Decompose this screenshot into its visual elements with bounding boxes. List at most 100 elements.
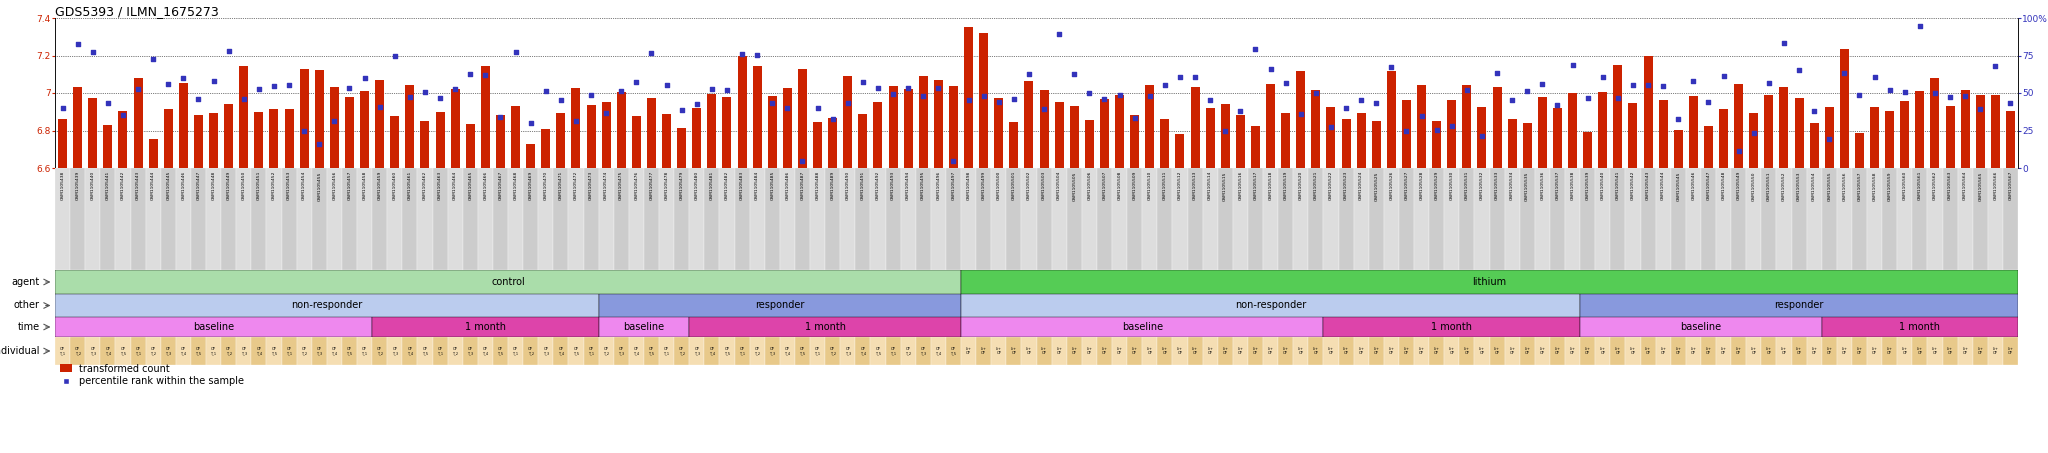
Point: [545, 97, 578, 104]
Bar: [1368, 337, 1384, 365]
Bar: [436, 112, 444, 168]
Text: GSM1105513: GSM1105513: [1194, 171, 1196, 200]
Bar: [1882, 337, 1896, 365]
Bar: [1780, 87, 1788, 168]
Bar: [1247, 337, 1264, 365]
Bar: [360, 92, 369, 168]
Point: [1708, 72, 1741, 80]
Text: OP
T_5: OP T_5: [195, 347, 201, 355]
Bar: [553, 337, 569, 365]
Bar: [1716, 337, 1731, 365]
Bar: [1143, 168, 1157, 270]
Bar: [297, 168, 311, 270]
Point: [575, 92, 608, 99]
Text: GSM1105444: GSM1105444: [152, 171, 156, 200]
Bar: [451, 89, 459, 168]
Text: GSM1105460: GSM1105460: [393, 171, 397, 200]
Text: GSM1105534: GSM1105534: [1509, 171, 1513, 200]
Bar: [1157, 337, 1171, 365]
Point: [1511, 87, 1544, 95]
Point: [770, 104, 803, 111]
Bar: [1171, 168, 1188, 270]
Bar: [209, 112, 217, 168]
Bar: [799, 69, 807, 168]
Point: [1798, 108, 1831, 115]
Text: GSM1105539: GSM1105539: [1585, 171, 1589, 200]
Bar: [221, 168, 236, 270]
Text: GSM1105451: GSM1105451: [256, 171, 260, 200]
Point: [1346, 96, 1378, 103]
Bar: [1942, 337, 1958, 365]
Text: GSM1105530: GSM1105530: [1450, 171, 1454, 200]
Bar: [598, 294, 961, 317]
Text: GSM1105483: GSM1105483: [739, 171, 743, 200]
Bar: [1247, 168, 1264, 270]
Bar: [1806, 168, 1823, 270]
Bar: [481, 66, 489, 168]
Text: Li+
OP: Li+ OP: [1358, 347, 1364, 355]
Bar: [1036, 337, 1051, 365]
Text: Li+
OP: Li+ OP: [981, 347, 987, 355]
Bar: [1581, 294, 2017, 317]
Point: [1118, 114, 1151, 121]
Bar: [1626, 337, 1640, 365]
Point: [635, 50, 668, 57]
Bar: [160, 168, 176, 270]
Bar: [55, 337, 70, 365]
Bar: [1055, 101, 1063, 168]
Bar: [330, 87, 338, 168]
Text: OP
T_5: OP T_5: [950, 347, 956, 355]
Bar: [643, 337, 659, 365]
Text: Li+
OP: Li+ OP: [1645, 347, 1651, 355]
Bar: [1610, 337, 1626, 365]
Text: GSM1105458: GSM1105458: [362, 171, 367, 200]
Bar: [223, 104, 233, 168]
Bar: [659, 337, 674, 365]
Point: [1059, 71, 1092, 78]
Bar: [195, 116, 203, 168]
Bar: [1171, 337, 1188, 365]
Text: GSM1105527: GSM1105527: [1405, 171, 1409, 200]
Text: OP
T_3: OP T_3: [618, 347, 625, 355]
Text: Li+
OP: Li+ OP: [1282, 347, 1288, 355]
Bar: [1927, 168, 1942, 270]
Bar: [1112, 168, 1126, 270]
Text: OP
T_4: OP T_4: [784, 347, 791, 355]
Text: Li+
OP: Li+ OP: [1509, 347, 1516, 355]
Bar: [373, 168, 387, 270]
Bar: [1221, 104, 1229, 168]
Text: Li+
OP: Li+ OP: [1903, 347, 1907, 355]
Text: Li+
OP: Li+ OP: [1389, 347, 1395, 355]
Bar: [1417, 85, 1425, 168]
Bar: [1614, 65, 1622, 168]
Text: GSM1105473: GSM1105473: [590, 171, 594, 200]
Text: GSM1105474: GSM1105474: [604, 171, 608, 200]
Text: GSM1105509: GSM1105509: [1133, 171, 1137, 200]
Text: GSM1105462: GSM1105462: [424, 171, 426, 200]
Text: Li+
OP: Li+ OP: [1448, 347, 1454, 355]
Point: [756, 99, 788, 106]
Point: [1253, 65, 1286, 72]
Text: Li+
OP: Li+ OP: [1374, 347, 1378, 355]
Bar: [735, 337, 750, 365]
Bar: [948, 87, 958, 168]
Bar: [1067, 337, 1081, 365]
Bar: [1704, 126, 1712, 168]
Text: Li+
OP: Li+ OP: [1479, 347, 1485, 355]
Bar: [406, 85, 414, 168]
Text: OP
T_1: OP T_1: [135, 347, 141, 355]
Text: GSM1105516: GSM1105516: [1239, 171, 1243, 200]
Text: GSM1105488: GSM1105488: [815, 171, 819, 200]
Text: GSM1105537: GSM1105537: [1554, 171, 1559, 200]
Bar: [633, 116, 641, 168]
Bar: [1655, 168, 1671, 270]
Bar: [541, 129, 551, 168]
Text: GSM1105524: GSM1105524: [1360, 171, 1364, 200]
Text: GSM1105559: GSM1105559: [1888, 171, 1892, 201]
Text: GSM1105506: GSM1105506: [1087, 171, 1092, 200]
Point: [334, 85, 367, 92]
Text: Li+
OP: Li+ OP: [1268, 347, 1274, 355]
Bar: [1399, 337, 1413, 365]
Text: Li+
OP: Li+ OP: [1569, 347, 1575, 355]
Bar: [236, 337, 252, 365]
